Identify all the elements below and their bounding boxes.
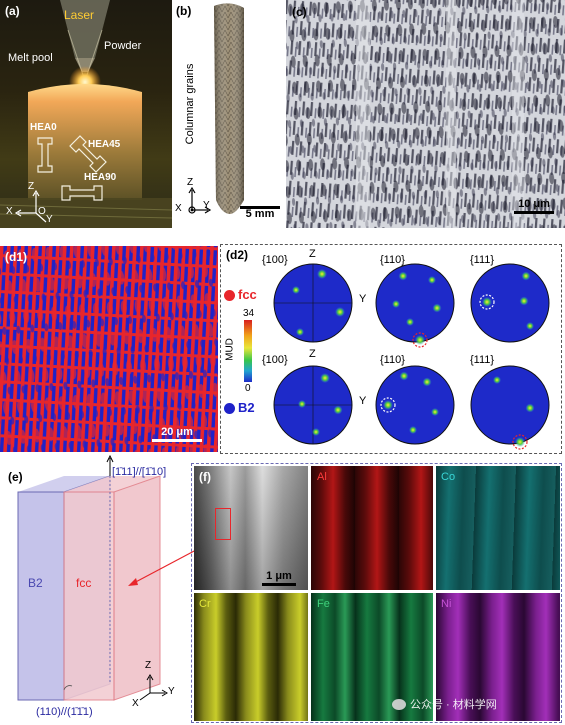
- panel-b: (b) Columnar grains Z X Y 5 mm: [174, 0, 286, 228]
- eds-label-ni: Ni: [441, 598, 452, 610]
- panel-e-axis-y: Y: [168, 686, 175, 697]
- hea90-label: HEA90: [84, 172, 117, 183]
- panel-c-micrograph: (c) 10 μm: [286, 0, 565, 228]
- eds-map-co: [436, 466, 560, 590]
- panel-f-box: [191, 463, 562, 723]
- pf-axis-z-2: Z: [309, 348, 316, 360]
- columnar-grains-label: Columnar grains: [184, 63, 196, 145]
- panel-b-sample: [188, 3, 244, 214]
- pf-row2-label-3: {111}: [470, 354, 495, 366]
- panel-c-label: (c): [292, 5, 307, 19]
- panel-a-scene: [0, 0, 172, 228]
- pf-row1-label-3: {111}: [470, 254, 495, 266]
- eds-label-cr: Cr: [199, 598, 211, 610]
- panel-e-axis-z: Z: [145, 660, 152, 671]
- b2-legend-dot: [224, 403, 235, 414]
- axis-y-label: Y: [46, 214, 53, 225]
- eds-label-fe: Fe: [317, 598, 330, 610]
- panel-b-axes: [188, 186, 212, 214]
- fcc-box-label: fcc: [76, 576, 92, 590]
- powder-label: Powder: [104, 40, 142, 52]
- panel-c-scale-label: 10 μm: [518, 198, 550, 210]
- panel-d1-scalebar: 20 μm: [152, 426, 202, 442]
- laser-label: Laser: [64, 8, 95, 22]
- panel-b-axis-z: Z: [187, 177, 194, 188]
- axis-o-label: O: [38, 206, 46, 217]
- fcc-legend-dot: [224, 290, 235, 301]
- pf-axis-y-2: Y: [359, 395, 367, 407]
- colorbar-title: MUD: [224, 338, 236, 361]
- hea0-specimen-outline: [37, 137, 53, 173]
- nozzle-tip-icon: [75, 58, 95, 72]
- mud-colorbar: [244, 320, 252, 382]
- panel-e-top-direction: [1̄11]//[1̄10]: [112, 466, 167, 478]
- pf-row1-label-1: {100}: [262, 254, 288, 266]
- panel-d1-label: (d1): [5, 250, 27, 264]
- eds-map-ni: [436, 593, 560, 721]
- panel-b-scalebar: 5 mm: [240, 206, 280, 220]
- panel-b-scale-label: 5 mm: [245, 208, 275, 220]
- hea0-label: HEA0: [30, 122, 57, 133]
- panel-f-label: (f): [199, 470, 211, 484]
- panel-d1-scale-label: 20 μm: [161, 426, 193, 438]
- eds-map-al: [311, 466, 433, 590]
- eds-map-cr: [194, 593, 308, 721]
- hea45-specimen-outline: [69, 135, 107, 173]
- panel-a-label: (a): [5, 4, 20, 18]
- eds-map-fe: [311, 593, 433, 721]
- axis-z-label: Z: [28, 181, 35, 192]
- watermark: 公众号 · 材料学网: [392, 696, 497, 712]
- build-block: [28, 84, 142, 200]
- watermark-text: 公众号 · 材料学网: [410, 699, 497, 711]
- panel-a-photo: (a) Laser Powder Melt pool HEA0 HEA45 HE…: [0, 0, 172, 228]
- panel-d2-label: (d2): [226, 248, 248, 262]
- panel-e-label: (e): [8, 470, 23, 484]
- pf-axis-y-1: Y: [359, 293, 367, 305]
- colorbar-max-label: 34: [243, 308, 255, 319]
- melt-pool-label: Melt pool: [8, 52, 53, 64]
- panel-e-axis-x: X: [132, 698, 139, 709]
- fcc-legend-label: fcc: [238, 287, 257, 302]
- panel-b-axis-x: X: [175, 203, 182, 214]
- eds-label-co: Co: [441, 471, 456, 483]
- panel-b-axis-y: Y: [203, 200, 210, 211]
- panel-e-bottom-plane: (110)//(1̄1̄1): [36, 706, 93, 718]
- wechat-icon: [392, 698, 406, 710]
- eds-label-al: Al: [317, 471, 327, 483]
- sem-image: (f) 1 μm: [194, 466, 308, 590]
- sem-selection-box: [215, 508, 231, 540]
- panel-c-texture: [286, 0, 565, 228]
- panel-c-scalebar: 10 μm: [514, 198, 554, 214]
- panel-d2-box: [220, 244, 562, 454]
- b2-box-label: B2: [28, 576, 43, 590]
- panel-d1-phase-map: (d1) 20 μm: [0, 246, 218, 452]
- pf-axis-z-1: Z: [309, 248, 316, 260]
- pf-row1-label-2: {110}: [380, 254, 405, 266]
- pf-row2-label-1: {100}: [262, 354, 288, 366]
- panel-a-axes: [14, 189, 47, 223]
- panel-d1-texture: [0, 246, 218, 452]
- axis-x-label: X: [6, 206, 13, 217]
- pf-row2-label-2: {110}: [380, 354, 405, 366]
- panel-f-scale-label: 1 μm: [266, 570, 292, 582]
- panel-f-scalebar: 1 μm: [262, 570, 296, 586]
- hea90-specimen-outline: [61, 185, 103, 201]
- hea45-label: HEA45: [88, 139, 121, 150]
- b2-legend-label: B2: [238, 400, 255, 415]
- colorbar-min-label: 0: [245, 383, 251, 394]
- panel-b-label: (b): [176, 4, 192, 18]
